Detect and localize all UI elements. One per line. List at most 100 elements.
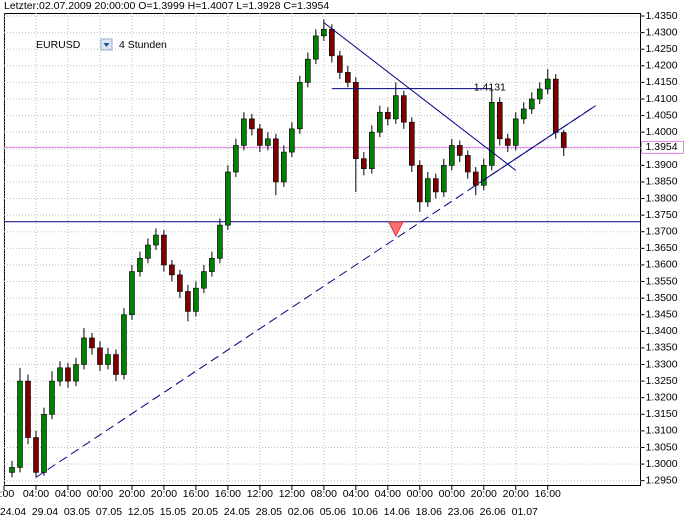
candle-body	[337, 55, 343, 73]
candle-body	[177, 274, 183, 292]
x-date-label: 15.05	[160, 506, 186, 518]
y-tick-label: 1.3850	[646, 176, 678, 188]
candle-body	[129, 271, 135, 316]
y-tick-label: 1.4300	[646, 26, 678, 38]
candles	[9, 19, 567, 478]
y-tick-label: 1.3550	[646, 275, 678, 287]
candle-body	[305, 58, 311, 83]
x-date-label: 10.06	[352, 506, 378, 518]
y-tick-label: 1.3200	[646, 391, 678, 403]
x-tick-label: 04:00	[55, 488, 81, 500]
candle-body	[329, 28, 335, 57]
line-label: 1.4131	[474, 81, 506, 93]
y-tick-label: 1.2950	[646, 474, 678, 486]
y-tick-label: 1.3700	[646, 226, 678, 238]
y-tick-label: 1.4150	[646, 76, 678, 88]
info-line: Letzter:02.07.2009 20:00:00 O=1.3999 H=1…	[4, 0, 329, 12]
x-date-label: 14.06	[384, 506, 410, 518]
candle-body	[145, 244, 151, 259]
candle-body	[425, 178, 431, 203]
candle-body	[496, 101, 503, 140]
candle-body	[297, 82, 303, 130]
candle-body	[65, 367, 71, 382]
candle-body	[49, 380, 55, 415]
candle-body	[41, 414, 47, 473]
x-tick-label: 16:00	[215, 488, 241, 500]
x-date-label: 20.05	[192, 506, 218, 518]
x-tick-label: 04:00	[343, 488, 369, 500]
candle-body	[169, 264, 175, 276]
x-date-label: 01.07	[512, 506, 538, 518]
y-tick-label: 1.3100	[646, 425, 678, 437]
candle-body	[9, 467, 15, 473]
x-date-label: 23.06	[448, 506, 474, 518]
candle-body	[81, 337, 87, 365]
candle-body	[552, 78, 559, 133]
candle-body	[464, 155, 471, 173]
x-date-label: 24.04	[0, 506, 26, 518]
x-tick-label: 00:00	[87, 488, 113, 500]
price-label-box	[641, 140, 684, 154]
candle-body	[209, 257, 215, 272]
candle-body	[25, 380, 31, 438]
plot-frame	[4, 13, 641, 486]
x-tick-label: 16:00	[535, 488, 561, 500]
candle-body	[536, 88, 543, 100]
candle-body	[217, 224, 223, 259]
x-tick-label: 00:00	[439, 488, 465, 500]
x-tick-label: 12:00	[247, 488, 273, 500]
y-tick-label: 1.3300	[646, 358, 678, 370]
candle-body	[321, 28, 327, 37]
x-tick-label: 12:00	[279, 488, 305, 500]
y-tick-label: 1.4000	[646, 126, 678, 138]
candle-body	[281, 151, 287, 183]
candle-body	[153, 234, 159, 246]
x-date-label: 28.05	[256, 506, 282, 518]
candle-body	[520, 108, 527, 120]
x-date-label: 03.05	[64, 506, 90, 518]
y-tick-label: 1.3050	[646, 441, 678, 453]
candle-body	[401, 95, 407, 123]
x-date-label: 05.06	[320, 506, 346, 518]
x-tick-label: 20:00	[151, 488, 177, 500]
candle-body	[385, 111, 391, 120]
candle-body	[257, 128, 263, 146]
x-tick-label: 16:00	[183, 488, 209, 500]
x-tick-label: 00:00	[407, 488, 433, 500]
candle-body	[121, 314, 127, 375]
candle-body	[544, 78, 551, 90]
candle-body	[105, 354, 111, 365]
y-tick-label: 1.4200	[646, 60, 678, 72]
x-tick-label: 08:00	[311, 488, 337, 500]
symbol: EURUSD	[36, 39, 81, 51]
candle-body	[289, 128, 295, 153]
candle-body	[480, 165, 487, 186]
y-tick-label: 1.3500	[646, 292, 678, 304]
y-tick-label: 1.3800	[646, 192, 678, 204]
candle-body	[73, 364, 79, 382]
candle-body	[472, 171, 479, 186]
price-label: 1.3954	[646, 141, 678, 153]
dropdown-arrow	[103, 43, 110, 47]
candle-body	[233, 145, 239, 173]
trend-line	[483, 105, 596, 181]
candle-body	[161, 234, 167, 266]
x-date-label: 29.04	[32, 506, 58, 518]
candle-body	[137, 257, 143, 272]
candle-body	[225, 171, 231, 226]
y-tick-label: 1.4100	[646, 93, 678, 105]
x-tick-label: 20:00	[471, 488, 497, 500]
candle-body	[193, 287, 199, 312]
x-tick-label: 2:00	[0, 488, 14, 500]
timeframe[interactable]: 4 Stunden	[119, 39, 167, 51]
candle-body	[504, 138, 511, 146]
candle-body	[33, 437, 39, 473]
x-date-label: 12.05	[128, 506, 154, 518]
y-tick-label: 1.3750	[646, 209, 678, 221]
sell-arrow	[388, 221, 404, 238]
candle-body	[361, 158, 367, 169]
x-tick-label: 04:00	[23, 488, 49, 500]
y-tick-label: 1.3250	[646, 375, 678, 387]
x-date-label: 07.05	[96, 506, 122, 518]
x-date-label: 02.06	[288, 506, 314, 518]
